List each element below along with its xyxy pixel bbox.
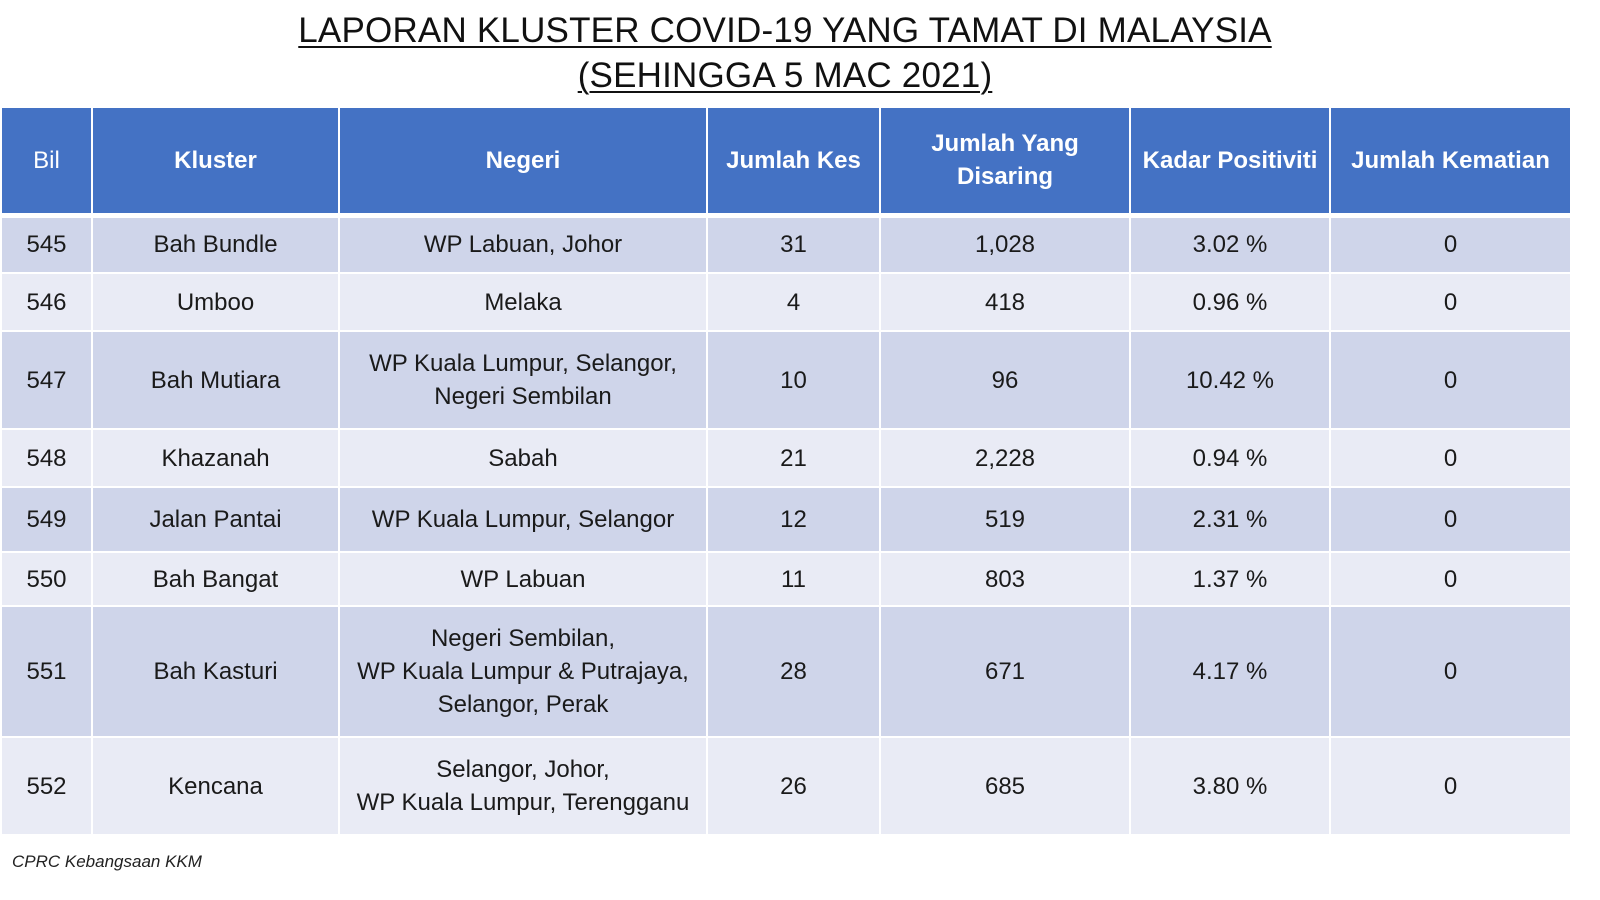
cell-jumlah-kes: 31: [706, 214, 881, 274]
negeri-line: WP Kuala Lumpur, Selangor: [371, 506, 675, 533]
cell-jumlah-kes: 28: [706, 605, 881, 738]
cell-jumlah-disaring: 803: [879, 551, 1131, 607]
cell-jumlah-kes: 21: [706, 428, 881, 488]
cell-negeri: Melaka: [338, 272, 708, 332]
header-jumlah-disaring: Jumlah Yang Disaring: [879, 106, 1131, 218]
report-title-line-2: (SEHINGGA 5 MAC 2021): [577, 56, 993, 95]
negeri-line: WP Labuan, Johor: [423, 231, 623, 259]
header-bil: Bil: [0, 106, 93, 218]
cell-jumlah-kematian: 0: [1329, 605, 1572, 738]
cell-bil: 548: [0, 428, 93, 488]
cell-negeri: WP Kuala Lumpur, Selangor, Negeri Sembila…: [338, 330, 708, 430]
header-kluster: Kluster: [91, 106, 340, 218]
cell-kadar-positiviti: 0.96 %: [1129, 272, 1331, 332]
table-row: 547 Bah Mutiara WP Kuala Lumpur, Selangor,…: [0, 330, 1572, 430]
cell-kluster: Umboo: [91, 272, 340, 332]
cell-jumlah-kes: 10: [706, 330, 881, 430]
cell-kadar-positiviti: 4.17 %: [1129, 605, 1331, 738]
cell-bil: 552: [0, 736, 93, 836]
negeri-line: Negeri Sembilan,: [430, 625, 616, 652]
source-note: CPRC Kebangsaan KKM: [12, 852, 202, 871]
cell-jumlah-disaring: 1,028: [879, 214, 1131, 274]
cell-negeri: Negeri Sembilan, WP Kuala Lumpur & Putraj…: [338, 605, 708, 738]
cell-bil: 549: [0, 486, 93, 553]
cell-jumlah-kes: 4: [706, 272, 881, 332]
table-row: 552 Kencana Selangor, Johor, WP Kuala Lumpu…: [0, 736, 1572, 836]
cell-negeri: Sabah: [338, 428, 708, 488]
cell-kadar-positiviti: 1.37 %: [1129, 551, 1331, 607]
cell-kluster: Khazanah: [91, 428, 340, 488]
cell-jumlah-kematian: 0: [1329, 330, 1572, 430]
cluster-table: Bil Kluster Negeri Jumlah Kes Jumlah Yan…: [0, 106, 1572, 836]
negeri-line: Melaka: [484, 288, 562, 316]
cell-kluster: Kencana: [91, 736, 340, 836]
table-row: 546 Umboo Melaka 4 418 0.96 % 0: [0, 272, 1572, 332]
cell-kadar-positiviti: 0.94 %: [1129, 428, 1331, 488]
cell-jumlah-disaring: 519: [879, 486, 1131, 553]
cell-jumlah-disaring: 671: [879, 605, 1131, 738]
negeri-line: Selangor, Johor,: [436, 756, 610, 783]
cell-jumlah-kematian: 0: [1329, 736, 1572, 836]
cell-kluster: Bah Bundle: [91, 214, 340, 274]
header-jumlah-kematian: Jumlah Kematian: [1329, 106, 1572, 218]
table-row: 549 Jalan Pantai WP Kuala Lumpur, Selangor…: [0, 486, 1572, 553]
cell-jumlah-kes: 26: [706, 736, 881, 836]
cell-bil: 547: [0, 330, 93, 430]
negeri-line: WP Kuala Lumpur, Terengganu: [356, 789, 690, 816]
table-row: 548 Khazanah Sabah 21 2,228 0.94 % 0: [0, 428, 1572, 488]
negeri-line: Negeri Sembilan: [434, 383, 612, 410]
table-header-row: Bil Kluster Negeri Jumlah Kes Jumlah Yan…: [0, 106, 1572, 218]
cell-kadar-positiviti: 2.31 %: [1129, 486, 1331, 553]
table-row: 545 Bah Bundle WP Labuan, Johor 31 1,028 3.02…: [0, 214, 1572, 274]
cell-negeri: WP Labuan, Johor: [338, 214, 708, 274]
cell-kluster: Bah Mutiara: [91, 330, 340, 430]
negeri-line: WP Kuala Lumpur & Putrajaya,: [357, 658, 689, 685]
cell-kluster: Jalan Pantai: [91, 486, 340, 553]
table-row: 551 Bah Kasturi Negeri Sembilan, WP Kuala L…: [0, 605, 1572, 738]
report-title-line-1: LAPORAN KLUSTER COVID-19 YANG TAMAT DI M…: [298, 11, 1272, 50]
cell-bil: 545: [0, 214, 93, 274]
cell-kluster: Bah Bangat: [91, 551, 340, 607]
table-body: 545 Bah Bundle WP Labuan, Johor 31 1,028 3.02…: [0, 214, 1572, 836]
cell-bil: 551: [0, 605, 93, 738]
cell-bil: 546: [0, 272, 93, 332]
negeri-line: WP Labuan: [460, 565, 586, 593]
cell-jumlah-kes: 11: [706, 551, 881, 607]
cell-kadar-positiviti: 3.02 %: [1129, 214, 1331, 274]
cell-negeri: Selangor, Johor, WP Kuala Lumpur, Terengg…: [338, 736, 708, 836]
cell-kluster: Bah Kasturi: [91, 605, 340, 738]
cell-jumlah-kematian: 0: [1329, 272, 1572, 332]
cell-jumlah-kes: 12: [706, 486, 881, 553]
table-row: 550 Bah Bangat WP Labuan 11 803 1.37 % 0: [0, 551, 1572, 607]
cell-bil: 550: [0, 551, 93, 607]
negeri-line: Sabah: [488, 444, 558, 472]
negeri-line: WP Kuala Lumpur, Selangor,: [369, 350, 677, 377]
cell-jumlah-kematian: 0: [1329, 551, 1572, 607]
cell-kadar-positiviti: 3.80 %: [1129, 736, 1331, 836]
report-title: LAPORAN KLUSTER COVID-19 YANG TAMAT DI M…: [0, 8, 1570, 98]
negeri-line: Selangor, Perak: [437, 691, 609, 718]
header-negeri: Negeri: [338, 106, 708, 218]
cell-negeri: WP Labuan: [338, 551, 708, 607]
cell-jumlah-disaring: 96: [879, 330, 1131, 430]
header-kadar-positiviti: Kadar Positiviti: [1129, 106, 1331, 218]
cell-kadar-positiviti: 10.42 %: [1129, 330, 1331, 430]
cell-jumlah-disaring: 418: [879, 272, 1131, 332]
cell-jumlah-kematian: 0: [1329, 486, 1572, 553]
cell-jumlah-disaring: 2,228: [879, 428, 1131, 488]
cell-jumlah-kematian: 0: [1329, 428, 1572, 488]
cell-jumlah-kematian: 0: [1329, 214, 1572, 274]
header-jumlah-kes: Jumlah Kes: [706, 106, 881, 218]
cell-negeri: WP Kuala Lumpur, Selangor: [338, 486, 708, 553]
cell-jumlah-disaring: 685: [879, 736, 1131, 836]
